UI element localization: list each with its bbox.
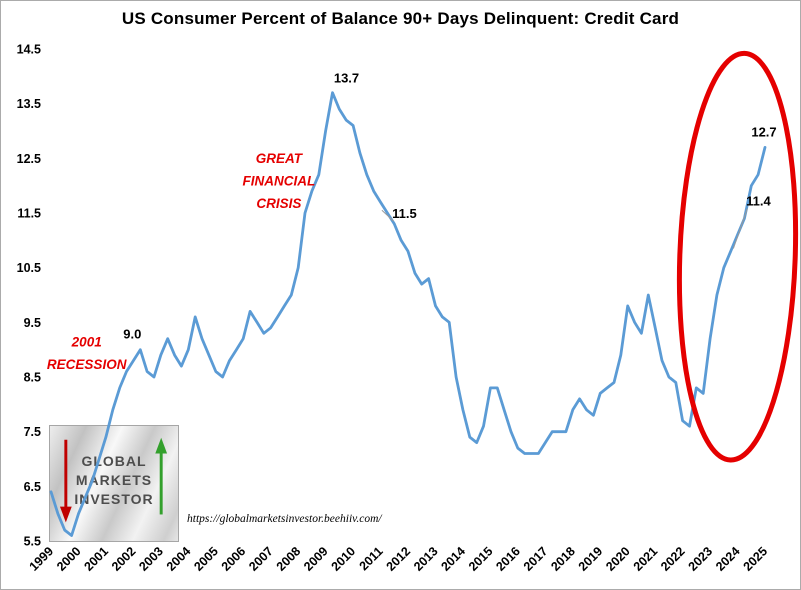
x-tick-label: 2022 [658,544,688,574]
y-tick-label: 12.5 [17,152,41,166]
event-annotation: RECESSION [47,357,127,372]
x-tick-label: 2002 [109,544,139,574]
x-tick-label: 1999 [27,544,57,574]
y-tick-label: 8.5 [24,371,41,385]
y-tick-label: 13.5 [17,97,41,111]
event-annotation: FINANCIAL [243,174,316,189]
event-annotation: GREAT [256,151,304,166]
label-leader-line [732,208,748,249]
x-tick-label: 2015 [466,544,496,574]
delinquency-series-line [49,91,767,537]
point-label: 9.0 [123,327,141,342]
x-tick-label: 2008 [274,544,304,574]
x-tick-label: 2001 [81,544,111,574]
x-tick-label: 2019 [576,544,606,574]
x-tick-label: 2025 [741,544,771,574]
x-tick-label: 2010 [329,544,359,574]
y-tick-label: 11.5 [17,207,41,221]
x-tick-label: 2011 [357,544,386,573]
x-tick-label: 2007 [246,544,276,574]
up-arrow-icon [155,437,168,515]
source-url: https://globalmarketsinvestor.beehiiv.co… [187,513,382,525]
x-tick-label: 2021 [631,544,661,574]
y-tick-label: 6.5 [24,480,41,494]
x-tick-label: 2000 [54,544,84,574]
x-tick-label: 2024 [713,544,743,574]
x-tick-label: 2018 [548,544,578,574]
x-tick-label: 2012 [384,544,414,574]
highlight-ellipse [676,50,799,463]
x-tick-label: 2014 [438,544,468,574]
x-tick-label: 2006 [219,544,249,574]
point-label: 13.7 [334,71,359,86]
logo-arrows [59,437,168,523]
logo-wordmark: GLOBAL MARKETS INVESTOR [74,452,153,509]
y-tick-label: 7.5 [24,425,41,439]
point-label: 11.5 [392,206,417,221]
x-tick-label: 2017 [521,544,551,574]
event-annotation: CRISIS [256,196,301,211]
x-tick-label: 2009 [301,544,331,574]
gmi-watermark-logo: GLOBAL MARKETS INVESTOR [49,425,179,542]
logo-word-investor: INVESTOR [74,491,154,507]
x-tick-label: 2003 [136,544,166,574]
point-label: 11.4 [746,194,771,209]
label-leader-line [381,209,394,222]
y-tick-label: 9.5 [24,316,41,330]
chart-title: US Consumer Percent of Balance 90+ Days … [121,9,680,28]
event-annotation: 2001 [71,335,102,350]
x-tick-label: 2016 [493,544,523,574]
x-tick-label: 2013 [411,544,441,574]
x-tick-label: 2005 [191,544,221,574]
x-tick-label: 2004 [164,544,194,574]
down-arrow-icon [59,439,72,523]
x-tick-label: 2023 [686,544,716,574]
point-label: 12.7 [751,124,776,139]
y-tick-label: 14.5 [17,43,41,57]
y-tick-label: 10.5 [17,261,41,275]
x-tick-label: 2020 [603,544,633,574]
y-tick-label: 5.5 [24,535,41,549]
